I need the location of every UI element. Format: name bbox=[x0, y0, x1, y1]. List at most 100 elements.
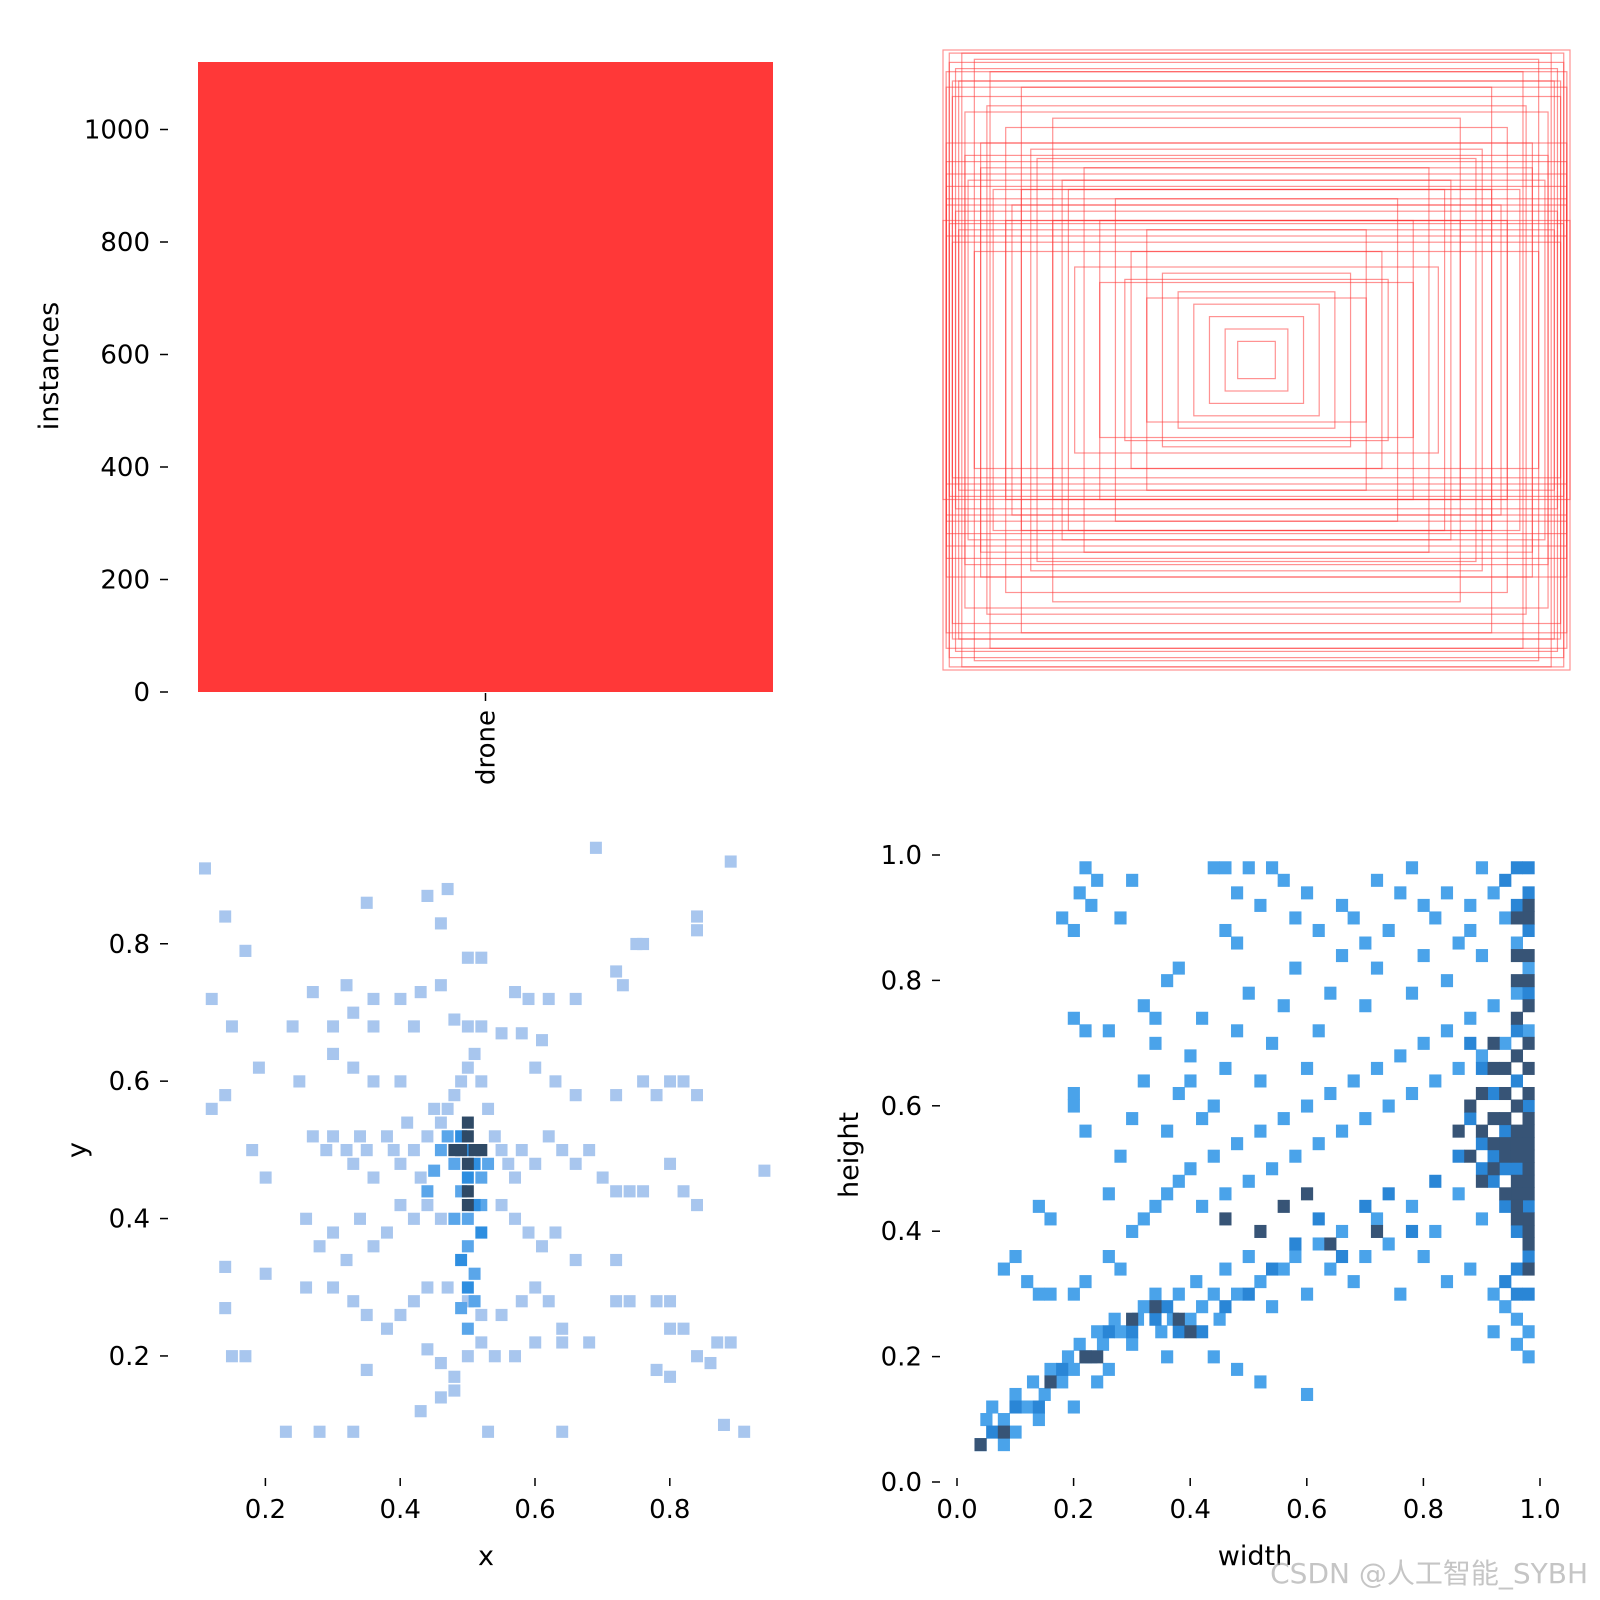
heatmap-cell bbox=[711, 1336, 724, 1349]
heatmap-cell bbox=[515, 1144, 528, 1157]
heatmap-cell bbox=[589, 841, 602, 854]
heatmap-cell bbox=[1510, 1124, 1524, 1138]
heatmap-cell bbox=[1522, 949, 1535, 963]
heatmap-cell bbox=[1522, 1237, 1535, 1251]
heatmap-cell bbox=[664, 1322, 677, 1335]
heatmap-cell bbox=[1499, 1300, 1512, 1314]
heatmap-cell bbox=[461, 1322, 474, 1335]
heatmap-cell bbox=[1510, 1262, 1524, 1276]
watermark: CSDN @人工智能_SYBH bbox=[1270, 1557, 1588, 1590]
heatmap-cell bbox=[394, 1308, 407, 1322]
heatmap-cell bbox=[468, 1198, 481, 1212]
heatmap-cell bbox=[1499, 911, 1512, 925]
bounding-box bbox=[1074, 266, 1439, 454]
heatmap-cell bbox=[1032, 1199, 1045, 1213]
heatmap-cell bbox=[1510, 861, 1524, 875]
heatmap-cell bbox=[1499, 1275, 1512, 1289]
heatmap-cell bbox=[1289, 1237, 1302, 1251]
heatmap-cell bbox=[259, 1267, 272, 1280]
heatmap-cell bbox=[1149, 1036, 1162, 1050]
heatmap-cell bbox=[556, 1336, 569, 1349]
heatmap-cell bbox=[495, 1027, 508, 1040]
heatmap-cell bbox=[637, 937, 650, 951]
heatmap-cell bbox=[1300, 886, 1314, 900]
heatmap-cell bbox=[738, 1425, 751, 1438]
heatmap-cell bbox=[1522, 923, 1535, 938]
heatmap-cell bbox=[219, 1089, 232, 1102]
heatmap-cell bbox=[1359, 1112, 1372, 1126]
heatmap-cell bbox=[1522, 1124, 1535, 1138]
heatmap-cell bbox=[367, 1075, 380, 1088]
heatmap-cell bbox=[407, 1295, 420, 1308]
heatmap-cell bbox=[360, 1144, 373, 1157]
heatmap-cell bbox=[1265, 1162, 1279, 1176]
bounding-box bbox=[948, 61, 1565, 659]
heatmap-cell bbox=[1522, 1024, 1535, 1038]
bar-drone bbox=[198, 62, 773, 692]
heatmap-cell bbox=[1405, 1224, 1419, 1238]
heatmap-cell bbox=[1324, 1086, 1337, 1101]
heatmap-cell bbox=[428, 1102, 441, 1115]
heatmap-cell bbox=[1382, 923, 1395, 938]
bounding-box bbox=[1036, 157, 1477, 563]
heatmap-cell bbox=[1242, 1287, 1255, 1301]
heatmap-cell bbox=[1522, 986, 1535, 1000]
heatmap-cell bbox=[1522, 1187, 1535, 1201]
heatmap-cell bbox=[1522, 999, 1535, 1013]
bounding-box bbox=[1208, 316, 1305, 405]
heatmap-cell bbox=[441, 882, 454, 896]
heatmap-cell bbox=[1277, 999, 1290, 1013]
heatmap-cell bbox=[1440, 886, 1454, 900]
heatmap-cell bbox=[1312, 923, 1325, 938]
bounding-box bbox=[945, 161, 1568, 559]
heatmap-cell bbox=[1149, 1011, 1162, 1025]
heatmap-cell bbox=[1044, 1362, 1057, 1376]
heatmap-cell bbox=[434, 1391, 447, 1404]
heatmap-cell bbox=[340, 1253, 353, 1267]
heatmap-cell bbox=[997, 1262, 1010, 1276]
bounding-box bbox=[973, 250, 1540, 470]
heatmap-cell bbox=[219, 1260, 232, 1273]
heatmap-cell bbox=[758, 1164, 771, 1177]
heatmap-cell bbox=[556, 1425, 569, 1438]
heatmap-cell bbox=[1522, 886, 1535, 900]
heatmap-cell bbox=[441, 1102, 454, 1115]
heatmap-cell bbox=[650, 1089, 663, 1102]
heatmap-cell bbox=[1347, 1275, 1360, 1289]
heatmap-cell bbox=[1231, 886, 1244, 900]
heatmap-cell bbox=[536, 1034, 548, 1047]
xy-y-label: y bbox=[62, 1142, 93, 1158]
heatmap-cell bbox=[1370, 1061, 1384, 1075]
heatmap-cell bbox=[367, 992, 380, 1006]
heatmap-cell bbox=[455, 1253, 468, 1267]
heatmap-cell bbox=[1522, 1086, 1535, 1101]
heatmap-cell bbox=[1359, 1199, 1372, 1213]
heatmap-cell bbox=[1510, 986, 1524, 1000]
heatmap-cell bbox=[1487, 999, 1500, 1013]
heatmap-cell bbox=[1475, 1174, 1489, 1188]
heatmap-cell bbox=[394, 1198, 407, 1212]
heatmap-cell bbox=[1231, 1287, 1244, 1301]
heatmap-cell bbox=[1499, 1162, 1512, 1176]
heatmap-cell bbox=[1207, 1099, 1220, 1113]
heatmap-cell bbox=[1056, 1362, 1069, 1376]
heatmap-cell bbox=[380, 1226, 393, 1239]
heatmap-cell bbox=[340, 979, 353, 992]
heatmap-cell bbox=[354, 1130, 366, 1143]
heatmap-cell bbox=[1452, 1149, 1465, 1163]
heatmap-cell bbox=[1510, 1337, 1524, 1351]
heatmap-cell bbox=[1219, 1300, 1232, 1314]
y-tick-label: 0.4 bbox=[109, 1205, 150, 1235]
heatmap-cell bbox=[583, 1336, 596, 1349]
heatmap-cell bbox=[1172, 961, 1185, 975]
heatmap-cell bbox=[1102, 1024, 1115, 1038]
heatmap-cell bbox=[1196, 1011, 1209, 1025]
y-tick-label: 0.8 bbox=[109, 930, 150, 960]
heatmap-cell bbox=[1067, 1362, 1080, 1376]
heatmap-cell bbox=[1289, 961, 1302, 975]
heatmap-cell bbox=[1382, 1099, 1395, 1113]
heatmap-cell bbox=[347, 1006, 360, 1019]
heatmap-cell bbox=[1079, 861, 1092, 875]
x-tick-label: 0.6 bbox=[514, 1495, 555, 1525]
heatmap-cell bbox=[468, 1144, 481, 1157]
